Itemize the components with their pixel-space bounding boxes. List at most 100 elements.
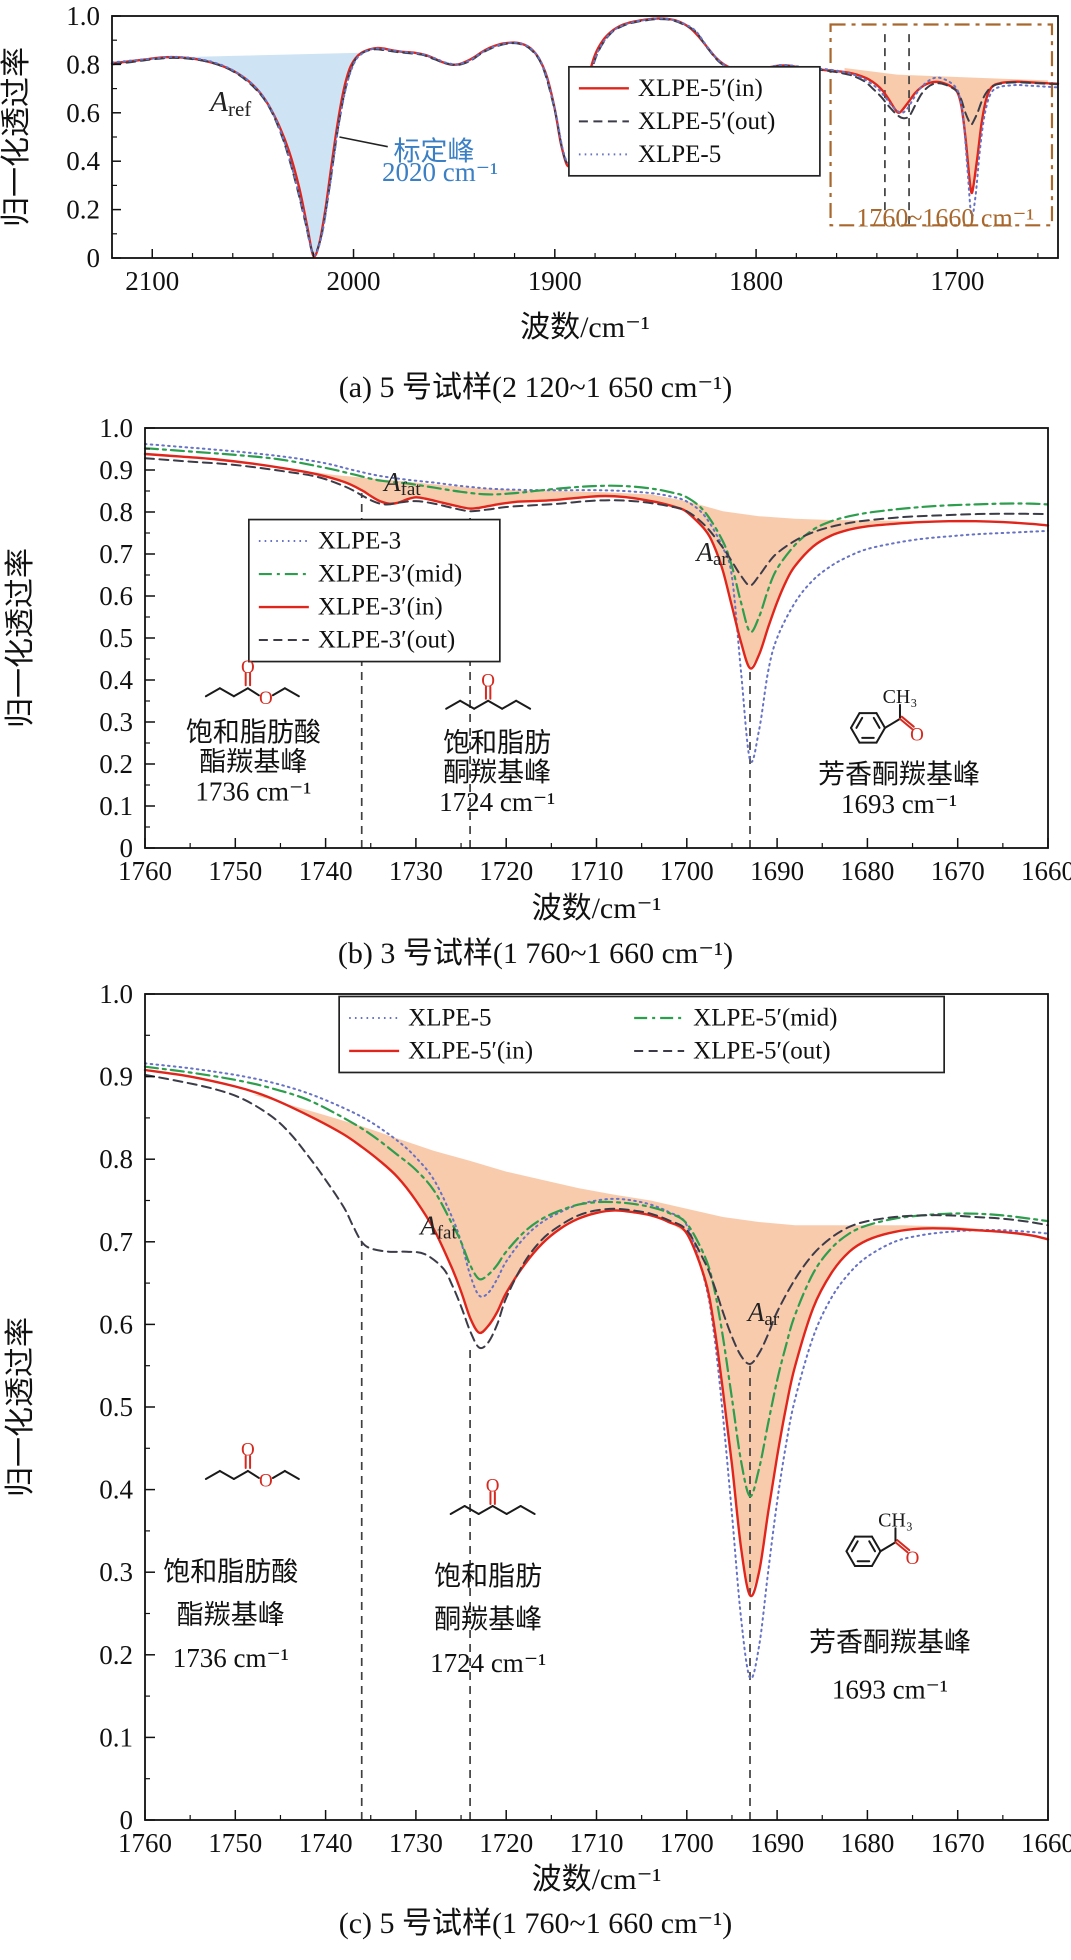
bond bbox=[271, 1469, 286, 1479]
x-tick-label: 1690 bbox=[750, 1828, 804, 1858]
inset-box bbox=[829, 23, 1054, 227]
annotation-酯羰基峰: 酯羰基峰 bbox=[199, 747, 307, 777]
y-tick-label: 0.6 bbox=[99, 1309, 133, 1339]
atom-label: O bbox=[906, 1548, 920, 1569]
bond bbox=[870, 1550, 882, 1568]
caption-c: (c) 5 号试样(1 760~1 660 cm⁻¹) bbox=[338, 1907, 733, 1940]
x-tick-label: 1690 bbox=[750, 856, 804, 886]
bond bbox=[879, 1541, 897, 1553]
legend-box bbox=[338, 995, 945, 1074]
chart-b-canvas: 1760 1750 1740 1730 1720 1710 1700 1690 1680 1670… bbox=[4, 416, 1071, 924]
bond bbox=[875, 712, 886, 729]
series-XLPE-5 bbox=[111, 17, 1059, 256]
series-XLPE-5 bbox=[144, 1062, 1049, 1680]
annotation-标定峰: 标定峰 bbox=[394, 137, 475, 167]
x-tick-label: 1760 bbox=[118, 856, 172, 886]
bond bbox=[870, 1535, 882, 1553]
bond bbox=[204, 687, 221, 698]
x-tick-label: 1720 bbox=[479, 1828, 533, 1858]
legend-label: XLPE-5′(mid) bbox=[693, 1004, 837, 1031]
chart-c-canvas: 1760 1750 1740 1730 1720 1710 1700 1690 1680 1670… bbox=[4, 982, 1071, 1894]
y-tick-label: 0.2 bbox=[66, 195, 100, 225]
bond bbox=[505, 1504, 522, 1515]
annotation-1724 cm⁻¹: 1724 cm⁻¹ bbox=[430, 1648, 546, 1678]
bond bbox=[875, 726, 886, 744]
bond bbox=[900, 715, 915, 728]
annotation-1736 cm⁻¹: 1736 cm⁻¹ bbox=[195, 776, 311, 806]
y-tick-label: 0.3 bbox=[99, 707, 133, 737]
legend-label: XLPE-3′(mid) bbox=[318, 561, 462, 588]
legend-box bbox=[247, 518, 501, 663]
bond bbox=[519, 1504, 536, 1515]
bond bbox=[459, 699, 476, 710]
legend-label: XLPE-3′(in) bbox=[318, 594, 443, 621]
annotation-A_ar: Aar bbox=[694, 537, 728, 570]
y-tick-label: 1.0 bbox=[99, 416, 133, 443]
series-XLPE-3′(mid) bbox=[143, 447, 1050, 634]
annotation-1693 cm⁻¹: 1693 cm⁻¹ bbox=[832, 1674, 948, 1704]
legend-label: XLPE-5 bbox=[638, 141, 721, 168]
bond bbox=[449, 1504, 466, 1515]
y-axis-title: 归一化透过率 bbox=[4, 1317, 37, 1497]
y-tick-label: 1.0 bbox=[66, 6, 100, 31]
series-XLPE-3 bbox=[144, 443, 1049, 763]
x-tick-label: 2000 bbox=[327, 266, 381, 296]
x-tick-label: 1700 bbox=[930, 266, 984, 296]
annotation-芳香酮羰基峰: 芳香酮羰基峰 bbox=[809, 1627, 971, 1657]
x-tick-label: 1670 bbox=[931, 856, 985, 886]
annotation-A_ref: Aref bbox=[208, 86, 251, 121]
bond bbox=[246, 1469, 260, 1479]
x-tick-label: 1750 bbox=[208, 856, 262, 886]
y-tick-label: 0.5 bbox=[99, 1392, 133, 1422]
bond bbox=[218, 1469, 235, 1480]
y-tick-label: 0 bbox=[120, 1805, 134, 1835]
y-tick-label: 0.9 bbox=[99, 455, 133, 485]
legend-label: XLPE-3 bbox=[318, 528, 401, 555]
series-XLPE-5′(mid) bbox=[143, 1065, 1050, 1498]
chart-a-canvas: 2100 2000 1900 1800 1700 0 0.2 0.4 0.6 0.8 1.0 波数/c… bbox=[0, 6, 1060, 344]
bond bbox=[849, 726, 861, 744]
x-tick-label: 1750 bbox=[208, 1828, 262, 1858]
y-tick-label: 0.3 bbox=[99, 1557, 133, 1587]
bond bbox=[477, 1504, 494, 1515]
bond bbox=[204, 1469, 221, 1480]
y-tick-label: 0.8 bbox=[99, 497, 133, 527]
caption-a: (a) 5 号试样(2 120~1 650 cm⁻¹) bbox=[338, 371, 733, 404]
annotation-饱和脂肪: 饱和脂肪 bbox=[443, 728, 551, 758]
bond bbox=[849, 712, 861, 729]
y-tick-label: 0.1 bbox=[99, 1722, 133, 1752]
x-tick-label: 2100 bbox=[125, 266, 179, 296]
region-A_fat_A_ar bbox=[253, 1094, 1030, 1596]
annotation-A_fat: Afat bbox=[418, 1210, 457, 1243]
x-tick-label: 1900 bbox=[528, 266, 582, 296]
y-tick-label: 0.8 bbox=[66, 49, 100, 79]
bond bbox=[845, 1550, 856, 1568]
bond bbox=[445, 699, 462, 710]
series-XLPE-5′(in) bbox=[143, 1068, 1050, 1598]
x-tick-label: 1660 bbox=[1021, 1828, 1071, 1858]
legend-label: XLPE-5′(out) bbox=[693, 1037, 830, 1064]
series-XLPE-3′(in) bbox=[143, 452, 1050, 670]
x-tick-label: 1800 bbox=[729, 266, 783, 296]
bond bbox=[283, 687, 300, 698]
annotation-1724 cm⁻¹: 1724 cm⁻¹ bbox=[439, 787, 555, 817]
bond bbox=[218, 687, 235, 698]
chart-b-figure: 1760 1750 1740 1730 1720 1710 1700 1690 1680 1670… bbox=[0, 416, 1071, 972]
x-tick-label: 1670 bbox=[931, 1828, 985, 1858]
y-tick-label: 0.4 bbox=[99, 1475, 133, 1505]
annotation-A_ar: Aar bbox=[746, 1297, 780, 1330]
annotation-1736 cm⁻¹: 1736 cm⁻¹ bbox=[173, 1643, 289, 1673]
legend-label: XLPE-5′(in) bbox=[638, 75, 763, 102]
y-tick-label: 0.4 bbox=[66, 146, 100, 176]
annotation-pointer-line bbox=[339, 136, 388, 148]
y-tick-label: 0.7 bbox=[99, 539, 133, 569]
y-axis-title: 归一化透过率 bbox=[4, 548, 37, 728]
bond bbox=[487, 699, 504, 710]
bond bbox=[896, 1539, 911, 1552]
x-axis-title: 波数/cm⁻¹ bbox=[520, 311, 650, 344]
x-tick-label: 1680 bbox=[840, 856, 894, 886]
series-XLPE-3′(out) bbox=[144, 457, 1049, 587]
y-tick-label: 0.6 bbox=[99, 581, 133, 611]
bond bbox=[515, 699, 532, 710]
